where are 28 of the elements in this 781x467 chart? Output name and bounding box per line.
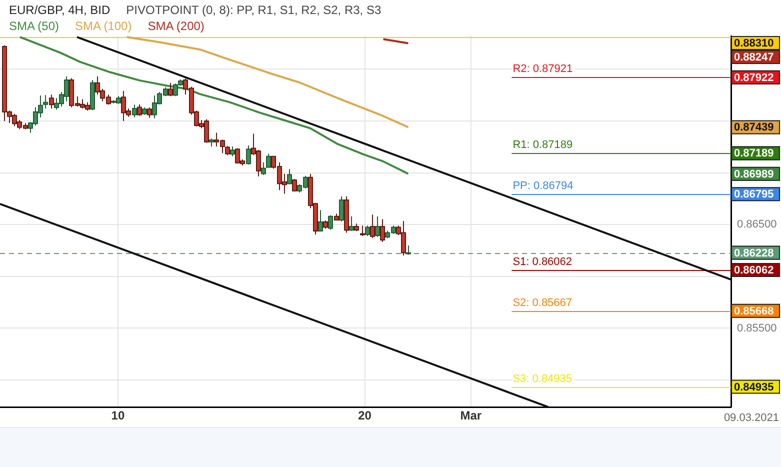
ref-line-label: S1: 0.86062 [512, 256, 572, 268]
text: 0.86228 [734, 247, 774, 260]
series-label: SMA (50) [8, 18, 60, 34]
x-tick-label: 10 [111, 408, 125, 423]
text: 0.86989 [734, 168, 774, 180]
x-tick-label: 20 [358, 408, 372, 423]
text: 0.86062 [734, 264, 774, 277]
text: 0.87922 [734, 72, 774, 84]
text: 0.85668 [734, 305, 774, 318]
text: 0.88247 [734, 52, 774, 64]
ref-line-label: R2: 0.87921 [512, 63, 573, 76]
text: 0.88310 [734, 38, 774, 50]
chart-subtitle: PIVOTPOINT (0, 8): PP, R1, S1, R2, S2, R3, S3 [125, 2, 382, 18]
text: SMA (200) [146, 18, 206, 34]
ref-line-label: PP: 0.86794 [512, 180, 574, 192]
text: 09.03.2021 [724, 412, 779, 424]
text: 0.86795 [734, 188, 774, 201]
y-tick-label: 0.85500 [737, 322, 777, 334]
y-tick-label: 0.86500 [737, 218, 777, 231]
text: 0.84935 [734, 381, 774, 394]
ref-line-label: R1: 0.87189 [512, 139, 573, 152]
series-label: SMA (100) [74, 18, 133, 34]
ref-line-label: S2: 0.85667 [512, 297, 572, 310]
ref-line-label: S3: 0.84935 [512, 373, 572, 386]
text: 0.87439 [734, 122, 774, 134]
x-tick-label: Mar [460, 408, 482, 423]
text: 0.87189 [734, 148, 774, 160]
chart-title: EUR/GBP, 4H, BID [8, 2, 112, 18]
